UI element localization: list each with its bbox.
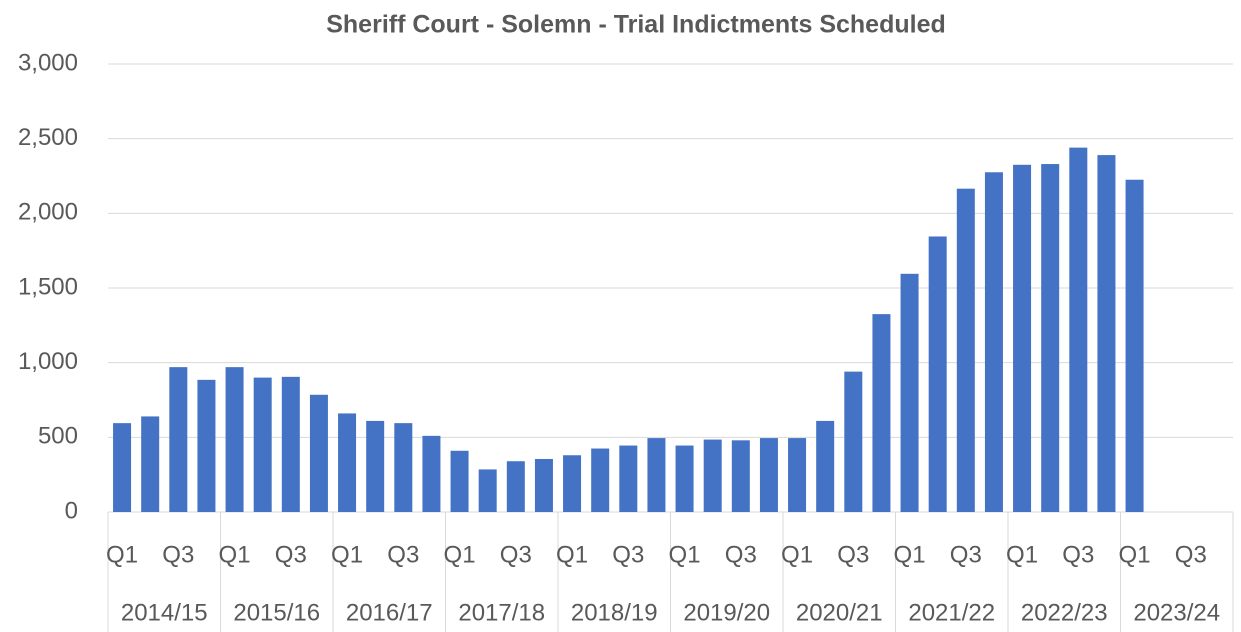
bar	[647, 438, 666, 512]
x-tick-label: Q3	[725, 541, 757, 568]
x-tick-label: Q1	[219, 541, 251, 568]
chart-title: Sheriff Court - Solemn - Trial Indictmen…	[326, 11, 946, 39]
y-tick-label: 2,000	[18, 199, 78, 226]
bar	[225, 367, 244, 512]
x-tick-label: Q3	[275, 541, 307, 568]
bar	[169, 367, 188, 512]
group-label: 2015/16	[233, 599, 320, 626]
bar	[788, 438, 807, 512]
x-tick-label: Q3	[950, 541, 982, 568]
bar	[422, 435, 441, 512]
group-label: 2019/20	[683, 599, 770, 626]
group-label: 2014/15	[121, 599, 208, 626]
bar	[506, 461, 525, 512]
x-tick-label: Q1	[1006, 541, 1038, 568]
bar	[703, 439, 722, 512]
y-tick-label: 1,000	[18, 348, 78, 375]
x-tick-label: Q1	[894, 541, 926, 568]
group-label: 2021/22	[908, 599, 995, 626]
x-tick-label: Q3	[612, 541, 644, 568]
bar	[1097, 155, 1116, 513]
group-label: 2020/21	[796, 599, 883, 626]
bar	[759, 438, 778, 512]
group-label: 2017/18	[458, 599, 545, 626]
x-tick-label: Q1	[331, 541, 363, 568]
group-label: 2018/19	[571, 599, 658, 626]
bar	[366, 420, 385, 512]
bar	[731, 440, 750, 512]
bar	[872, 314, 891, 512]
group-label: 2023/24	[1133, 599, 1220, 626]
x-tick-label: Q1	[669, 541, 701, 568]
y-tick-label: 3,000	[18, 49, 78, 76]
bar	[1013, 164, 1032, 513]
bar	[844, 371, 863, 512]
group-label: 2016/17	[346, 599, 433, 626]
bar	[675, 445, 694, 512]
bar	[197, 379, 216, 512]
y-tick-label: 2,500	[18, 124, 78, 151]
bar	[928, 236, 947, 513]
bar	[113, 423, 132, 512]
x-tick-label: Q3	[500, 541, 532, 568]
bar	[900, 273, 919, 512]
x-tick-label: Q1	[1119, 541, 1151, 568]
bar	[394, 423, 413, 512]
bar	[956, 188, 975, 512]
bar	[309, 394, 328, 512]
x-tick-label: Q3	[387, 541, 419, 568]
x-tick-label: Q1	[444, 541, 476, 568]
x-tick-label: Q3	[162, 541, 194, 568]
bar	[450, 450, 469, 512]
x-tick-label: Q1	[556, 541, 588, 568]
x-tick-label: Q3	[1062, 541, 1094, 568]
bar	[478, 469, 497, 512]
x-tick-label: Q1	[781, 541, 813, 568]
bar	[338, 413, 357, 512]
bar	[816, 420, 835, 512]
x-tick-label: Q3	[837, 541, 869, 568]
bar	[1069, 147, 1088, 513]
y-tick-label: 0	[65, 497, 78, 524]
bar	[534, 458, 553, 512]
bar	[281, 376, 300, 512]
bar	[253, 377, 272, 512]
y-tick-label: 1,500	[18, 273, 78, 300]
group-label: 2022/23	[1021, 599, 1108, 626]
bar	[619, 445, 638, 512]
bar	[1041, 164, 1060, 512]
bar	[141, 416, 160, 512]
y-tick-label: 500	[38, 423, 78, 450]
bar	[1125, 179, 1144, 512]
bar	[563, 455, 582, 512]
x-tick-label: Q1	[106, 541, 138, 568]
bar	[984, 172, 1003, 512]
x-tick-label: Q3	[1175, 541, 1207, 568]
bar	[591, 448, 610, 512]
